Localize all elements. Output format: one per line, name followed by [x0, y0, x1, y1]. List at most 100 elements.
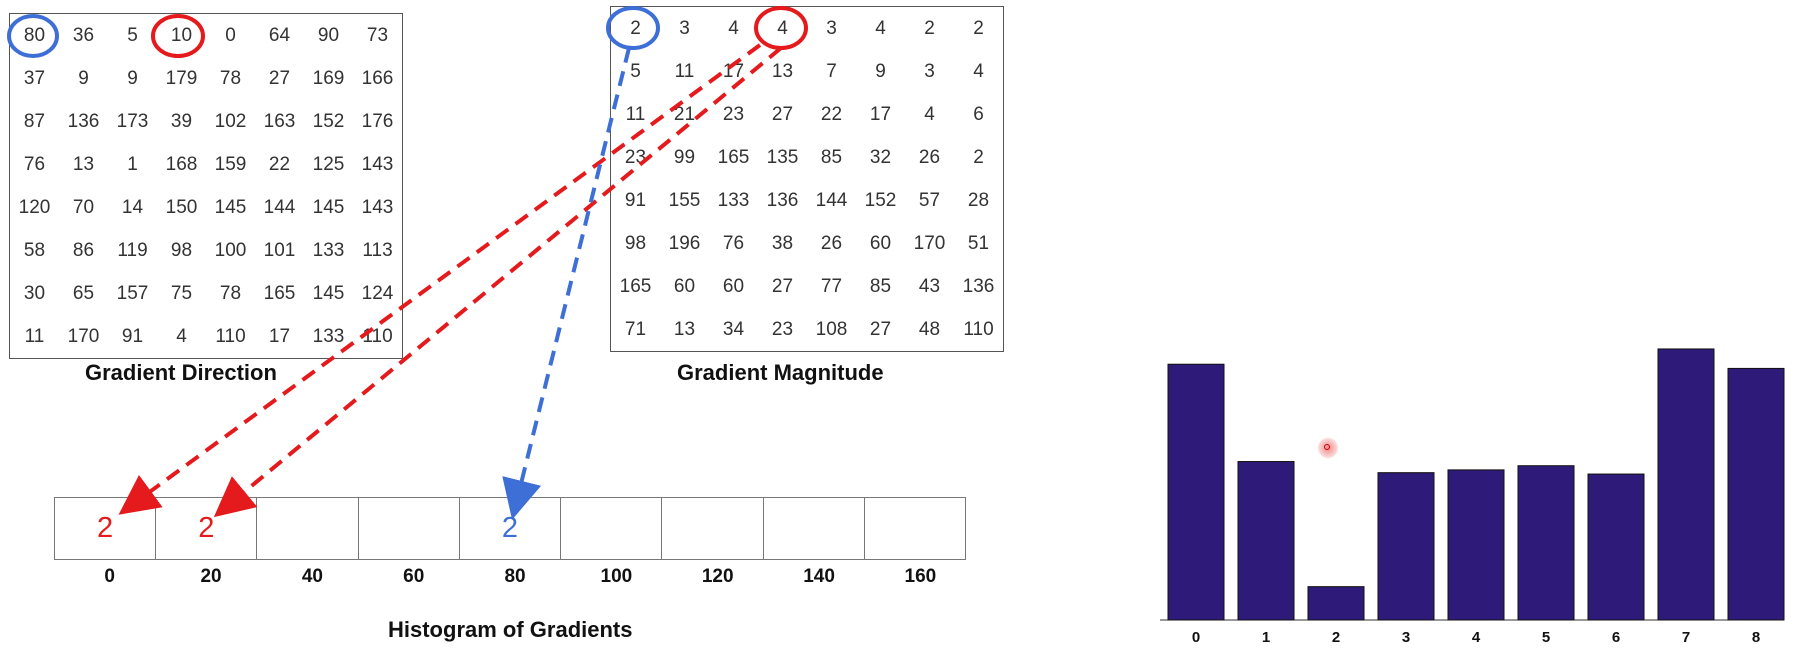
direction-cell: 91 [121, 325, 144, 347]
direction-cell: 22 [268, 153, 291, 175]
histogram-bin-label: 0 [104, 566, 115, 587]
direction-cell: 110 [215, 325, 246, 347]
magnitude-cell: 155 [668, 189, 701, 211]
histogram-bin-value: 2 [198, 512, 215, 544]
x-tick-label: 0 [1192, 629, 1200, 646]
blue-arrow-to-bin-80 [502, 47, 631, 520]
direction-cell: 173 [116, 110, 149, 132]
direction-cell: 152 [312, 110, 345, 132]
direction-cell: 64 [268, 24, 291, 46]
direction-cell: 86 [72, 239, 95, 261]
magnitude-row: 2 3 4 4 3 4 2 2 [611, 7, 1003, 50]
direction-cell: 13 [72, 153, 95, 175]
direction-cell: 0 [225, 24, 236, 46]
x-tick-label: 6 [1612, 629, 1620, 646]
bar-7 [1657, 348, 1715, 621]
direction-cell: 145 [214, 196, 247, 218]
direction-cell: 170 [67, 325, 100, 347]
magnitude-cell: 165 [717, 146, 750, 168]
magnitude-cell: 4 [777, 17, 788, 39]
gradient-magnitude-grid: 2 3 4 4 3 4 2 2 5 11 17 13 7 9 3 4 11 21 23 27 22 17 4 6 23 99 165… [610, 6, 1004, 352]
bar-chart: 0 1 2 3 4 5 6 7 8 [1160, 348, 1785, 646]
magnitude-cell: 135 [766, 146, 799, 168]
histogram-bin-label: 40 [301, 566, 323, 587]
magnitude-cell: 136 [766, 189, 799, 211]
magnitude-cell: 71 [624, 318, 647, 340]
magnitude-cell: 11 [674, 60, 695, 82]
direction-cell: 150 [165, 196, 198, 218]
direction-cell: 169 [312, 67, 345, 89]
histogram-bin-label: 160 [904, 566, 937, 587]
direction-cell: 144 [263, 196, 296, 218]
magnitude-row: 91 155 133 136 144 152 57 28 [611, 179, 1003, 222]
direction-cell: 157 [116, 282, 149, 304]
bar-2 [1307, 586, 1365, 621]
histogram-bin-label: 80 [504, 566, 526, 587]
direction-cell: 90 [317, 24, 340, 46]
magnitude-cell: 11 [625, 103, 646, 125]
direction-cell: 27 [268, 67, 291, 89]
direction-cell: 145 [312, 282, 345, 304]
histogram-caption: Histogram of Gradients [388, 617, 633, 642]
magnitude-cell: 3 [826, 17, 837, 39]
direction-row: 30 65 157 75 78 165 145 124 [10, 272, 402, 315]
x-tick-label: 7 [1682, 629, 1690, 646]
direction-cell: 78 [219, 282, 242, 304]
direction-cell: 76 [23, 153, 46, 175]
magnitude-cell: 9 [875, 60, 886, 82]
magnitude-cell: 2 [973, 146, 984, 168]
direction-cell: 133 [312, 325, 345, 347]
histogram-bin [662, 498, 764, 559]
direction-cell: 36 [72, 24, 95, 46]
direction-highlight-blue [7, 14, 59, 58]
magnitude-row: 98 196 76 38 26 60 170 51 [611, 222, 1003, 265]
magnitude-row: 23 99 165 135 85 32 26 2 [611, 136, 1003, 179]
red-arrow-to-bin-20 [213, 46, 783, 518]
magnitude-cell: 28 [967, 189, 990, 211]
direction-cell: 166 [361, 67, 394, 89]
direction-cell: 9 [78, 67, 89, 89]
direction-highlight-red [151, 14, 205, 58]
magnitude-cell: 23 [722, 103, 745, 125]
magnitude-highlight-red [754, 6, 808, 50]
x-tick-label: 2 [1332, 629, 1340, 646]
direction-cell: 14 [121, 196, 144, 218]
direction-cell: 165 [263, 282, 296, 304]
histogram-bin [257, 498, 359, 559]
bar-0 [1167, 363, 1225, 621]
direction-cell: 145 [312, 196, 345, 218]
histogram-bin [359, 498, 460, 559]
histogram-bin-label: 120 [701, 566, 734, 587]
direction-cell: 176 [361, 110, 394, 132]
direction-cell: 39 [170, 110, 193, 132]
magnitude-cell: 5 [630, 60, 641, 82]
direction-cell: 65 [72, 282, 95, 304]
magnitude-cell: 110 [963, 318, 994, 340]
direction-cell: 125 [312, 153, 345, 175]
magnitude-cell: 27 [869, 318, 892, 340]
direction-cell: 159 [214, 153, 247, 175]
magnitude-cell: 57 [918, 189, 941, 211]
magnitude-cell: 21 [673, 103, 696, 125]
direction-row: 37 9 9 179 78 27 169 166 [10, 57, 402, 100]
direction-row: 80 36 5 10 0 64 90 73 [10, 14, 402, 57]
bar-8 [1727, 367, 1785, 621]
magnitude-table: 2 3 4 4 3 4 2 2 5 11 17 13 7 9 3 4 11 21 23 27 22 17 4 6 23 99 165… [611, 7, 1003, 351]
histogram-bin-value: 2 [501, 512, 519, 544]
direction-cell: 70 [72, 196, 95, 218]
magnitude-cell: 98 [624, 232, 647, 254]
direction-cell: 9 [127, 67, 138, 89]
histogram-bin-label: 60 [403, 566, 425, 587]
magnitude-cell: 27 [771, 103, 794, 125]
magnitude-cell: 7 [826, 60, 837, 82]
magnitude-cell: 48 [918, 318, 941, 340]
gradient-magnitude-caption: Gradient Magnitude [677, 360, 884, 385]
direction-row: 87 136 173 39 102 163 152 176 [10, 100, 402, 143]
magnitude-cell: 2 [973, 17, 984, 39]
direction-cell: 73 [366, 24, 389, 46]
direction-cell: 80 [23, 24, 46, 46]
magnitude-cell: 152 [864, 189, 897, 211]
direction-cell: 78 [219, 67, 242, 89]
magnitude-cell: 60 [722, 275, 745, 297]
histogram-bin-label: 140 [803, 566, 835, 587]
